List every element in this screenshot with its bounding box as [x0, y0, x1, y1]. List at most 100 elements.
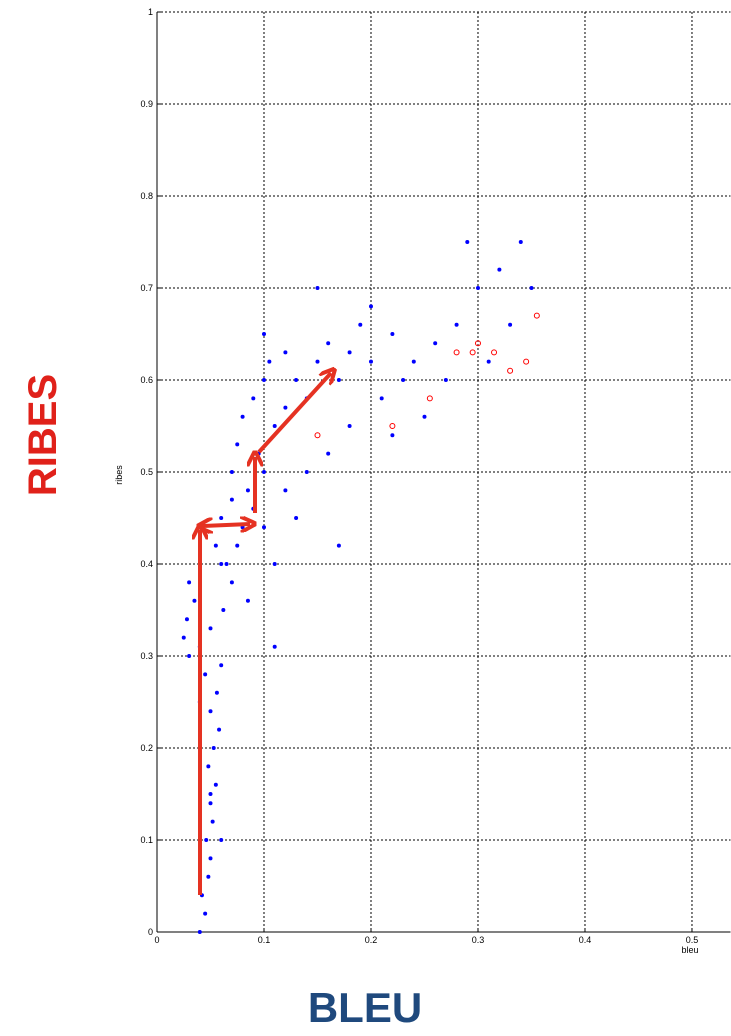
point: [326, 451, 331, 456]
big-x-label: BLEU: [308, 984, 422, 1031]
point: [261, 332, 266, 336]
point: [235, 442, 240, 447]
point: [529, 286, 534, 290]
x-tick-label: 0.5: [686, 935, 699, 945]
y-tick-label: 0.2: [140, 743, 153, 753]
point: [181, 635, 186, 640]
y-tick-label: 1: [148, 7, 153, 17]
point: [204, 838, 209, 842]
point: [314, 432, 321, 439]
point: [294, 516, 299, 520]
point: [368, 304, 373, 309]
point: [315, 359, 320, 364]
y-tick-label: 0.6: [140, 375, 153, 385]
point: [272, 562, 277, 566]
point: [491, 349, 498, 356]
point: [272, 424, 277, 428]
y-tick-label: 0: [148, 927, 153, 937]
point: [251, 396, 256, 401]
grid: 0 0.1 0.2 0.3 0.4 0.5 0 0.1 0.2 0.3 0.4 0.5 0.6 0.7 0.…: [140, 7, 731, 945]
point: [453, 349, 460, 356]
point: [261, 378, 266, 382]
point: [219, 516, 224, 520]
point: [336, 378, 341, 382]
point: [219, 663, 224, 668]
annotation-arrows: [200, 373, 331, 895]
x-tick-label: 0: [154, 935, 159, 945]
arrow: [203, 524, 250, 526]
point: [184, 617, 189, 622]
point: [213, 543, 218, 548]
point: [203, 672, 208, 677]
y-tick-label: 0.5: [140, 467, 153, 477]
y-tick-label: 0.9: [140, 99, 153, 109]
point: [390, 433, 395, 438]
point: [422, 414, 427, 419]
point: [283, 350, 288, 355]
point: [245, 598, 250, 603]
y-tick-label: 0.3: [140, 651, 153, 661]
point: [465, 240, 470, 244]
point: [474, 340, 481, 347]
point: [475, 286, 480, 290]
point: [208, 709, 213, 714]
point: [206, 874, 211, 879]
point: [208, 801, 213, 806]
x-tick-label: 0.2: [365, 935, 378, 945]
point: [229, 470, 234, 474]
point: [229, 497, 234, 502]
point: [283, 405, 288, 410]
point: [283, 488, 288, 493]
point: [347, 424, 352, 428]
point: [261, 470, 266, 474]
point: [454, 322, 459, 327]
point: [229, 580, 234, 585]
point: [206, 764, 211, 769]
point: [261, 525, 266, 530]
y-tick-label: 0.8: [140, 191, 153, 201]
point: [208, 792, 213, 796]
point: [304, 470, 309, 474]
point: [211, 746, 216, 750]
arrow: [257, 373, 331, 454]
point: [368, 359, 373, 364]
point: [315, 286, 320, 290]
point: [214, 690, 219, 695]
point: [187, 654, 192, 658]
point: [486, 359, 491, 364]
point: [336, 543, 341, 548]
point: [272, 644, 277, 649]
point: [508, 322, 513, 327]
point: [497, 267, 502, 272]
x-tick-label: 0.3: [472, 935, 485, 945]
point: [379, 396, 384, 401]
point: [326, 341, 331, 346]
y-tick-label: 0.1: [140, 835, 153, 845]
point: [267, 359, 272, 364]
point: [358, 322, 363, 327]
y-tick-label: 0.4: [140, 559, 153, 569]
x-tick-label: 0.1: [258, 935, 271, 945]
point: [433, 341, 438, 346]
point: [523, 358, 530, 365]
point: [187, 580, 192, 585]
point: [217, 727, 222, 732]
point: [245, 488, 250, 493]
point: [224, 562, 229, 566]
x-tick-label: 0.4: [579, 935, 592, 945]
point: [221, 608, 226, 612]
point: [203, 911, 208, 916]
point: [197, 930, 202, 934]
point: [219, 838, 224, 842]
point: [401, 378, 406, 382]
point: [426, 395, 433, 402]
y-axis-label: ribes: [114, 465, 124, 485]
point: [518, 240, 523, 244]
point: [507, 367, 514, 374]
marks: [181, 240, 540, 934]
point: [347, 350, 352, 355]
point: [294, 378, 299, 382]
point: [219, 562, 224, 566]
point: [210, 819, 215, 824]
